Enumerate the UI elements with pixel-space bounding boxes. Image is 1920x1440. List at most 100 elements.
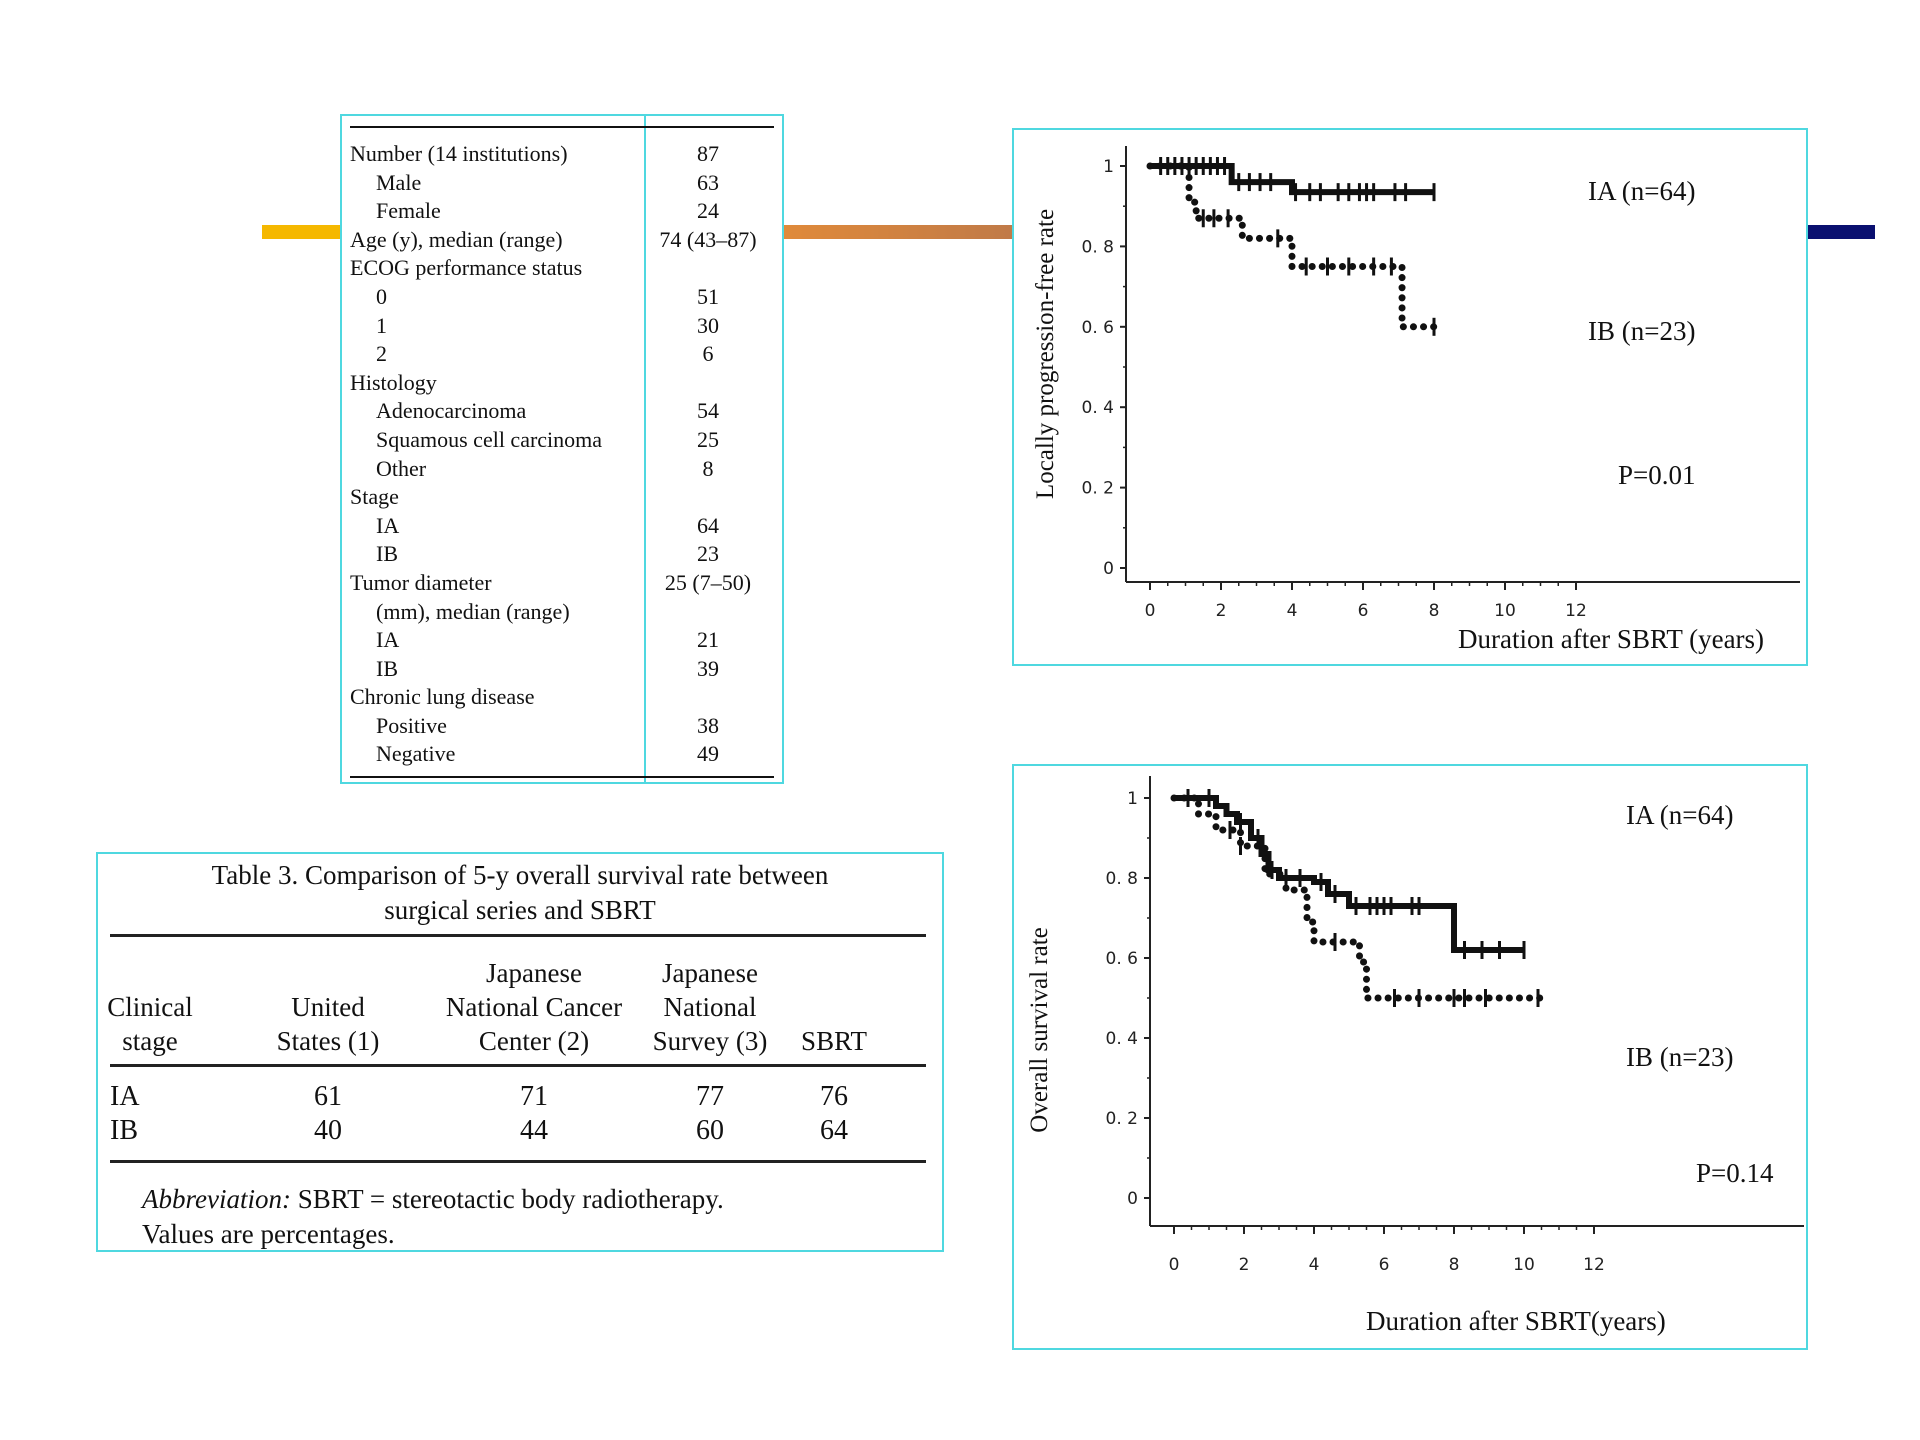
- x-tick-label: 10: [1513, 1255, 1535, 1275]
- ib-survival-curve: [1170, 794, 1545, 1002]
- overall-survival-plot: 00. 20. 40. 60. 810 2 4 6 8 10 12: [1106, 776, 1804, 1275]
- row-label: 2: [376, 341, 387, 367]
- overall-survival-chart: 0 0. 2 0. 4 0. 6 0. 8 1 0 2 4 6 8 10 12 Overall surv…: [1012, 764, 1808, 1350]
- x-tick-label: 12: [1565, 601, 1587, 621]
- row-label: Histology: [350, 369, 437, 395]
- column-header: Japanese: [486, 958, 582, 988]
- survival-comparison-table: Table 3. Comparison of 5-y overall survi…: [96, 852, 944, 1252]
- y-tick-label: 0. 2: [1082, 479, 1114, 499]
- table-row: 1 30: [350, 312, 776, 341]
- row-value: 54: [697, 398, 719, 424]
- row-label: 1: [376, 312, 387, 338]
- table-row: IB 39: [350, 655, 776, 684]
- table-cell: 71: [520, 1081, 548, 1112]
- y-tick-label: 0. 6: [1106, 949, 1138, 969]
- row-value: 64: [697, 512, 719, 538]
- row-label: IA: [376, 512, 400, 538]
- y-axis-label: Overall survival rate: [1026, 927, 1053, 1133]
- x-tick-label: 4: [1287, 601, 1298, 621]
- row-value: 25: [697, 426, 719, 452]
- table-caption: Table 3. Comparison of 5-y overall survi…: [98, 858, 942, 928]
- caption-line-1: Table 3. Comparison of 5-y overall survi…: [211, 860, 829, 890]
- column-divider: [644, 116, 646, 782]
- footnote-abbrev-text: SBRT = stereotactic body radiotherapy.: [290, 1184, 724, 1214]
- table-row: IA 21: [350, 626, 776, 655]
- y-tick-label: 0. 2: [1106, 1109, 1138, 1129]
- row-value: 24: [697, 198, 719, 224]
- x-tick-label: 6: [1358, 601, 1369, 621]
- row-label: Negative: [376, 741, 456, 767]
- row-value: 39: [697, 655, 719, 681]
- table-header-rule: [110, 1064, 926, 1067]
- row-label: IB: [376, 655, 398, 681]
- decor-bar-right: [1800, 225, 1875, 239]
- row-value: 49: [697, 741, 719, 767]
- table-cell: IA: [110, 1081, 140, 1112]
- table-row: (mm), median (range): [350, 598, 776, 627]
- row-label: Stage: [350, 484, 399, 510]
- table-row: Squamous cell carcinoma 25: [350, 426, 776, 455]
- y-tick-label: 0. 4: [1082, 398, 1114, 418]
- table-row: Number (14 institutions) 87: [350, 140, 776, 169]
- table-cell: 44: [520, 1115, 548, 1146]
- row-label: Squamous cell carcinoma: [376, 426, 603, 452]
- row-label: Chronic lung disease: [350, 684, 535, 710]
- table-row: IB 23: [350, 540, 776, 569]
- table-row: Positive 38: [350, 712, 776, 741]
- row-label: Female: [376, 198, 441, 224]
- column-header: States (1): [276, 1026, 380, 1056]
- footnote-line-2: Values are percentages.: [142, 1219, 395, 1249]
- p-value-annotation: P=0.14: [1696, 1158, 1774, 1188]
- caption-line-2: surgical series and SBRT: [384, 895, 656, 925]
- row-label: 0: [376, 283, 387, 309]
- table-cell: 61: [314, 1081, 342, 1112]
- column-header: Center (2): [478, 1026, 590, 1056]
- row-label: Number (14 institutions): [350, 141, 568, 166]
- row-label: Adenocarcinoma: [376, 398, 527, 424]
- table-top-rule: [110, 934, 926, 937]
- table-row: Tumor diameter 25 (7–50): [350, 569, 776, 598]
- y-tick-label: 0. 6: [1082, 318, 1114, 338]
- legend-label-ib: IB (n=23): [1588, 316, 1696, 346]
- y-tick-label: 0. 8: [1106, 869, 1138, 889]
- row-value: 63: [697, 169, 719, 195]
- table-row: 0 51: [350, 283, 776, 312]
- table-row: Age (y), median (range) 74 (43–87): [350, 226, 776, 255]
- table-cell: 77: [696, 1081, 724, 1112]
- progression-free-plot: 00. 20. 40. 60. 810 2 4 6 8 10 12: [1082, 146, 1800, 621]
- row-label: Other: [376, 455, 427, 481]
- row-value: 74 (43–87): [659, 226, 757, 252]
- row-label: IA: [376, 627, 400, 653]
- patient-characteristics-table: Number (14 institutions) 87 Male 63 Female 24…: [340, 114, 784, 784]
- table-body: Number (14 institutions) 87 Male 63 Female 24…: [350, 140, 776, 769]
- table-cell: 60: [696, 1115, 724, 1146]
- y-tick-label: 1: [1127, 789, 1138, 809]
- row-label: Age (y), median (range): [350, 226, 563, 252]
- table-cell: 76: [820, 1081, 848, 1112]
- table-row: Male 63: [350, 169, 776, 198]
- row-value: 8: [702, 455, 714, 481]
- column-header: SBRT: [801, 1026, 867, 1056]
- row-label: (mm), median (range): [376, 598, 570, 624]
- column-header: Clinical: [107, 992, 193, 1022]
- row-value: 6: [702, 341, 714, 367]
- row-label: Tumor diameter: [350, 569, 492, 595]
- row-value: 23: [697, 541, 719, 567]
- row-value: 51: [697, 283, 719, 309]
- row-value: 38: [697, 712, 719, 738]
- table-bottom-rule: [350, 776, 774, 778]
- table-row: Stage: [350, 483, 776, 512]
- x-tick-label: 10: [1494, 601, 1516, 621]
- footnote-abbrev-label: Abbreviation:: [142, 1184, 291, 1214]
- y-axis-label: Locally progression-free rate: [1032, 208, 1059, 500]
- y-tick-label: 0. 8: [1082, 237, 1114, 257]
- table-row: Female 24: [350, 197, 776, 226]
- x-tick-label: 8: [1429, 601, 1440, 621]
- progression-free-chart: 0 0. 2 0. 4 0. 6 0. 8 1 0 2 4 6 8 10 12 Locally prog…: [1012, 128, 1808, 666]
- table-row: Histology: [350, 369, 776, 398]
- x-tick-label: 12: [1583, 1255, 1605, 1275]
- column-header: Japanese: [662, 958, 758, 988]
- row-label: Positive: [376, 712, 447, 738]
- column-header: Survey (3): [652, 1026, 768, 1056]
